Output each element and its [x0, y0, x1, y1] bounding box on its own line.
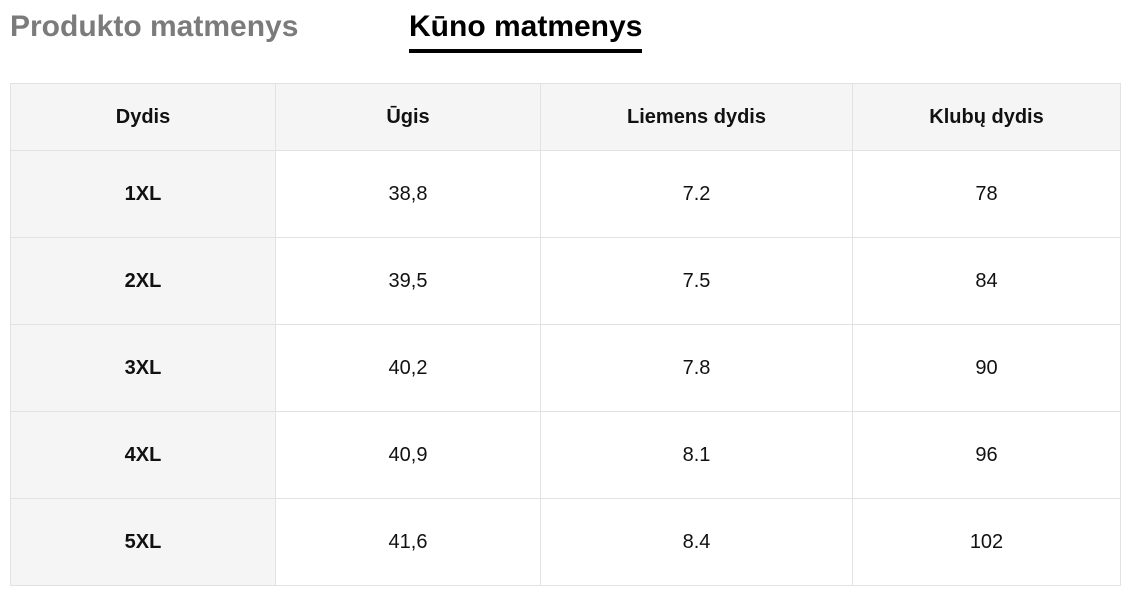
- size-cell: 3XL: [10, 324, 276, 412]
- table-cell: 8.4: [540, 498, 853, 586]
- tab-bar: Produkto matmenys Kūno matmenys: [10, 8, 1110, 56]
- table-cell: 84: [852, 237, 1121, 325]
- table-cell: 78: [852, 150, 1121, 238]
- tab[interactable]: Kūno matmenys: [409, 8, 643, 53]
- table-cell: 38,8: [275, 150, 541, 238]
- table-row: 3XL 40,2 7.8 90: [10, 324, 1121, 412]
- table-row: 2XL 39,5 7.5 84: [10, 237, 1121, 325]
- table-cell: 102: [852, 498, 1121, 586]
- table-cell: 8.1: [540, 411, 853, 499]
- header-row: Dydis Ūgis Liemens dydis Klubų dydis: [10, 83, 1121, 151]
- table-cell: 7.2: [540, 150, 853, 238]
- table-cell: 41,6: [275, 498, 541, 586]
- size-cell: 4XL: [10, 411, 276, 499]
- table-cell: 39,5: [275, 237, 541, 325]
- table-cell: 40,9: [275, 411, 541, 499]
- column-header: Ūgis: [275, 83, 541, 151]
- table-row: 5XL 41,6 8.4 102: [10, 498, 1121, 586]
- column-header: Dydis: [10, 83, 276, 151]
- size-cell: 1XL: [10, 150, 276, 238]
- size-cell: 2XL: [10, 237, 276, 325]
- tab[interactable]: Produkto matmenys: [10, 10, 299, 43]
- table-cell: 40,2: [275, 324, 541, 412]
- column-header: Klubų dydis: [852, 83, 1121, 151]
- table-cell: 96: [852, 411, 1121, 499]
- table-cell: 7.5: [540, 237, 853, 325]
- table-row: 1XL 38,8 7.2 78: [10, 150, 1121, 238]
- size-table: Dydis Ūgis Liemens dydis Klubų dydis 1XL 38,…: [10, 83, 1121, 586]
- column-header: Liemens dydis: [540, 83, 853, 151]
- size-cell: 5XL: [10, 498, 276, 586]
- table-row: 4XL 40,9 8.1 96: [10, 411, 1121, 499]
- table-cell: 90: [852, 324, 1121, 412]
- table-cell: 7.8: [540, 324, 853, 412]
